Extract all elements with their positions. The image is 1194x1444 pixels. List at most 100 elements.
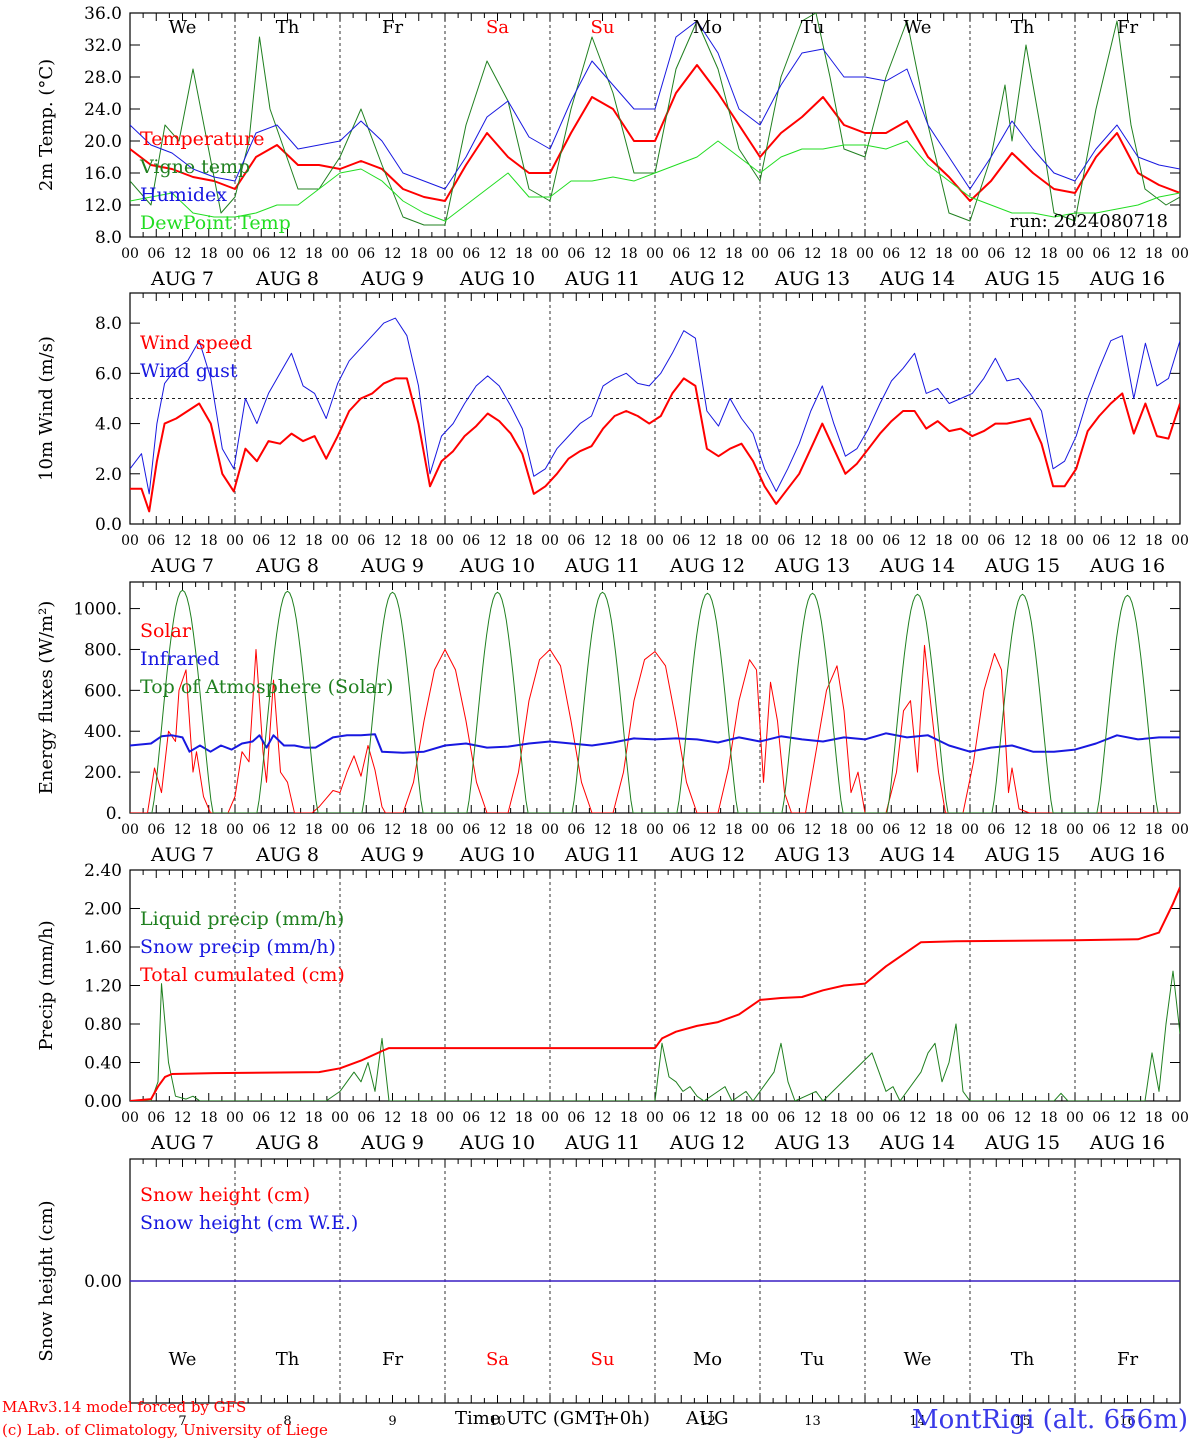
hour-label: 00: [331, 1110, 349, 1126]
hour-label: 18: [305, 822, 323, 838]
hour-label: 06: [252, 822, 270, 838]
hour-label: 18: [515, 822, 533, 838]
hour-label: 18: [725, 1110, 743, 1126]
hour-label: 00: [1066, 533, 1084, 549]
legend-entry: Snow height (cm): [140, 1184, 310, 1206]
hour-label: 00: [751, 822, 769, 838]
hour-label: 00: [751, 246, 769, 262]
hour-label: 06: [1092, 822, 1110, 838]
date-number: 15: [1014, 1414, 1031, 1429]
date-number: 13: [804, 1414, 821, 1429]
y-tick-label: 8.0: [95, 228, 122, 248]
hour-label: 18: [305, 246, 323, 262]
hour-label: 12: [384, 822, 402, 838]
hour-label: 18: [620, 1110, 638, 1126]
date-number: 16: [1119, 1414, 1136, 1429]
hour-label: 06: [357, 533, 375, 549]
date-label: AUG 12: [669, 268, 745, 290]
date-label: AUG 9: [360, 555, 424, 577]
hour-label: 00: [541, 246, 559, 262]
hour-label: 00: [856, 822, 874, 838]
hour-label: 18: [620, 246, 638, 262]
hour-label: 00: [961, 246, 979, 262]
day-name: Mo: [693, 17, 722, 38]
day-name: Tu: [801, 1349, 825, 1370]
hour-label: 00: [436, 246, 454, 262]
date-label: AUG 7: [150, 844, 214, 866]
hour-label: 18: [1145, 822, 1163, 838]
date-label: AUG 9: [360, 1132, 424, 1154]
date-label: AUG 16: [1089, 555, 1165, 577]
legend-entry: Wind speed: [140, 332, 252, 354]
hour-label: 12: [489, 1110, 507, 1126]
y-tick-label: 0.: [106, 804, 122, 824]
hour-label: 12: [279, 822, 297, 838]
y-tick-label: 0.00: [84, 1272, 122, 1292]
day-name: Fr: [1117, 1349, 1138, 1370]
hour-label: 06: [1092, 1110, 1110, 1126]
y-tick-label: 0.40: [84, 1054, 122, 1074]
hour-label: 06: [567, 533, 585, 549]
hour-label: 12: [594, 822, 612, 838]
hour-label: 18: [935, 246, 953, 262]
hour-label: 12: [804, 246, 822, 262]
y-tick-label: 8.0: [95, 314, 122, 334]
hour-label: 18: [410, 822, 428, 838]
y-tick-label: 6.0: [95, 364, 122, 384]
legend-entry: Solar: [140, 620, 192, 642]
y-tick-label: 36.0: [84, 4, 122, 24]
y-tick-label: 28.0: [84, 68, 122, 88]
hour-label: 18: [515, 246, 533, 262]
day-name: Fr: [382, 1349, 403, 1370]
day-name: Tu: [801, 17, 825, 38]
legend-entry: Total cumulated (cm): [140, 964, 345, 986]
legend-entry: Snow height (cm W.E.): [140, 1212, 358, 1234]
day-name: Fr: [382, 17, 403, 38]
hour-label: 00: [1066, 1110, 1084, 1126]
hour-label: 18: [1040, 1110, 1058, 1126]
day-name: Fr: [1117, 17, 1138, 38]
series-line: [130, 317, 1180, 495]
y-axis-label: Snow height (cm): [36, 1200, 57, 1361]
hour-label: 06: [672, 822, 690, 838]
hour-label: 00: [646, 822, 664, 838]
run-label: run: 2024080718: [1010, 211, 1168, 232]
hour-label: 06: [462, 1110, 480, 1126]
y-tick-label: 20.0: [84, 132, 122, 152]
hour-label: 06: [567, 246, 585, 262]
hour-label: 06: [147, 1110, 165, 1126]
y-axis-label: Energy fluxes (W/m²): [36, 601, 57, 795]
legend-entry: Infrared: [140, 648, 220, 670]
date-label: AUG 13: [774, 1132, 850, 1154]
station-label: MontRigi (alt. 656m): [912, 1405, 1188, 1435]
hour-label: 12: [699, 246, 717, 262]
date-label: AUG 12: [669, 1132, 745, 1154]
hour-label: 06: [462, 246, 480, 262]
date-number: 11: [594, 1414, 611, 1429]
y-tick-label: 16.0: [84, 164, 122, 184]
hour-label: 00: [226, 1110, 244, 1126]
hour-label: 12: [1119, 246, 1137, 262]
y-tick-label: 2.0: [95, 465, 122, 485]
hour-label: 06: [987, 1110, 1005, 1126]
hour-label: 18: [830, 822, 848, 838]
hour-label: 12: [804, 822, 822, 838]
x-axis-month: AUG: [685, 1408, 729, 1429]
legend-entry: Liquid precip (mm/h): [140, 908, 344, 930]
panel-1: 8.0 12.0 16.0 20.0 24.0 28.0 32.0 36.0 2m Temp. …: [36, 4, 1189, 290]
date-label: AUG 13: [774, 268, 850, 290]
hour-label: 18: [305, 1110, 323, 1126]
hour-label: 00: [226, 822, 244, 838]
day-name: Th: [1011, 17, 1035, 38]
hour-label: 06: [147, 822, 165, 838]
hour-label: 12: [174, 1110, 192, 1126]
hour-label: 12: [909, 533, 927, 549]
hour-label: 06: [882, 246, 900, 262]
date-label: AUG 12: [669, 844, 745, 866]
day-name: Su: [591, 1349, 615, 1370]
hour-label: 00: [961, 533, 979, 549]
hour-label: 12: [594, 1110, 612, 1126]
series-line: [130, 644, 1180, 813]
hour-label: 18: [620, 822, 638, 838]
